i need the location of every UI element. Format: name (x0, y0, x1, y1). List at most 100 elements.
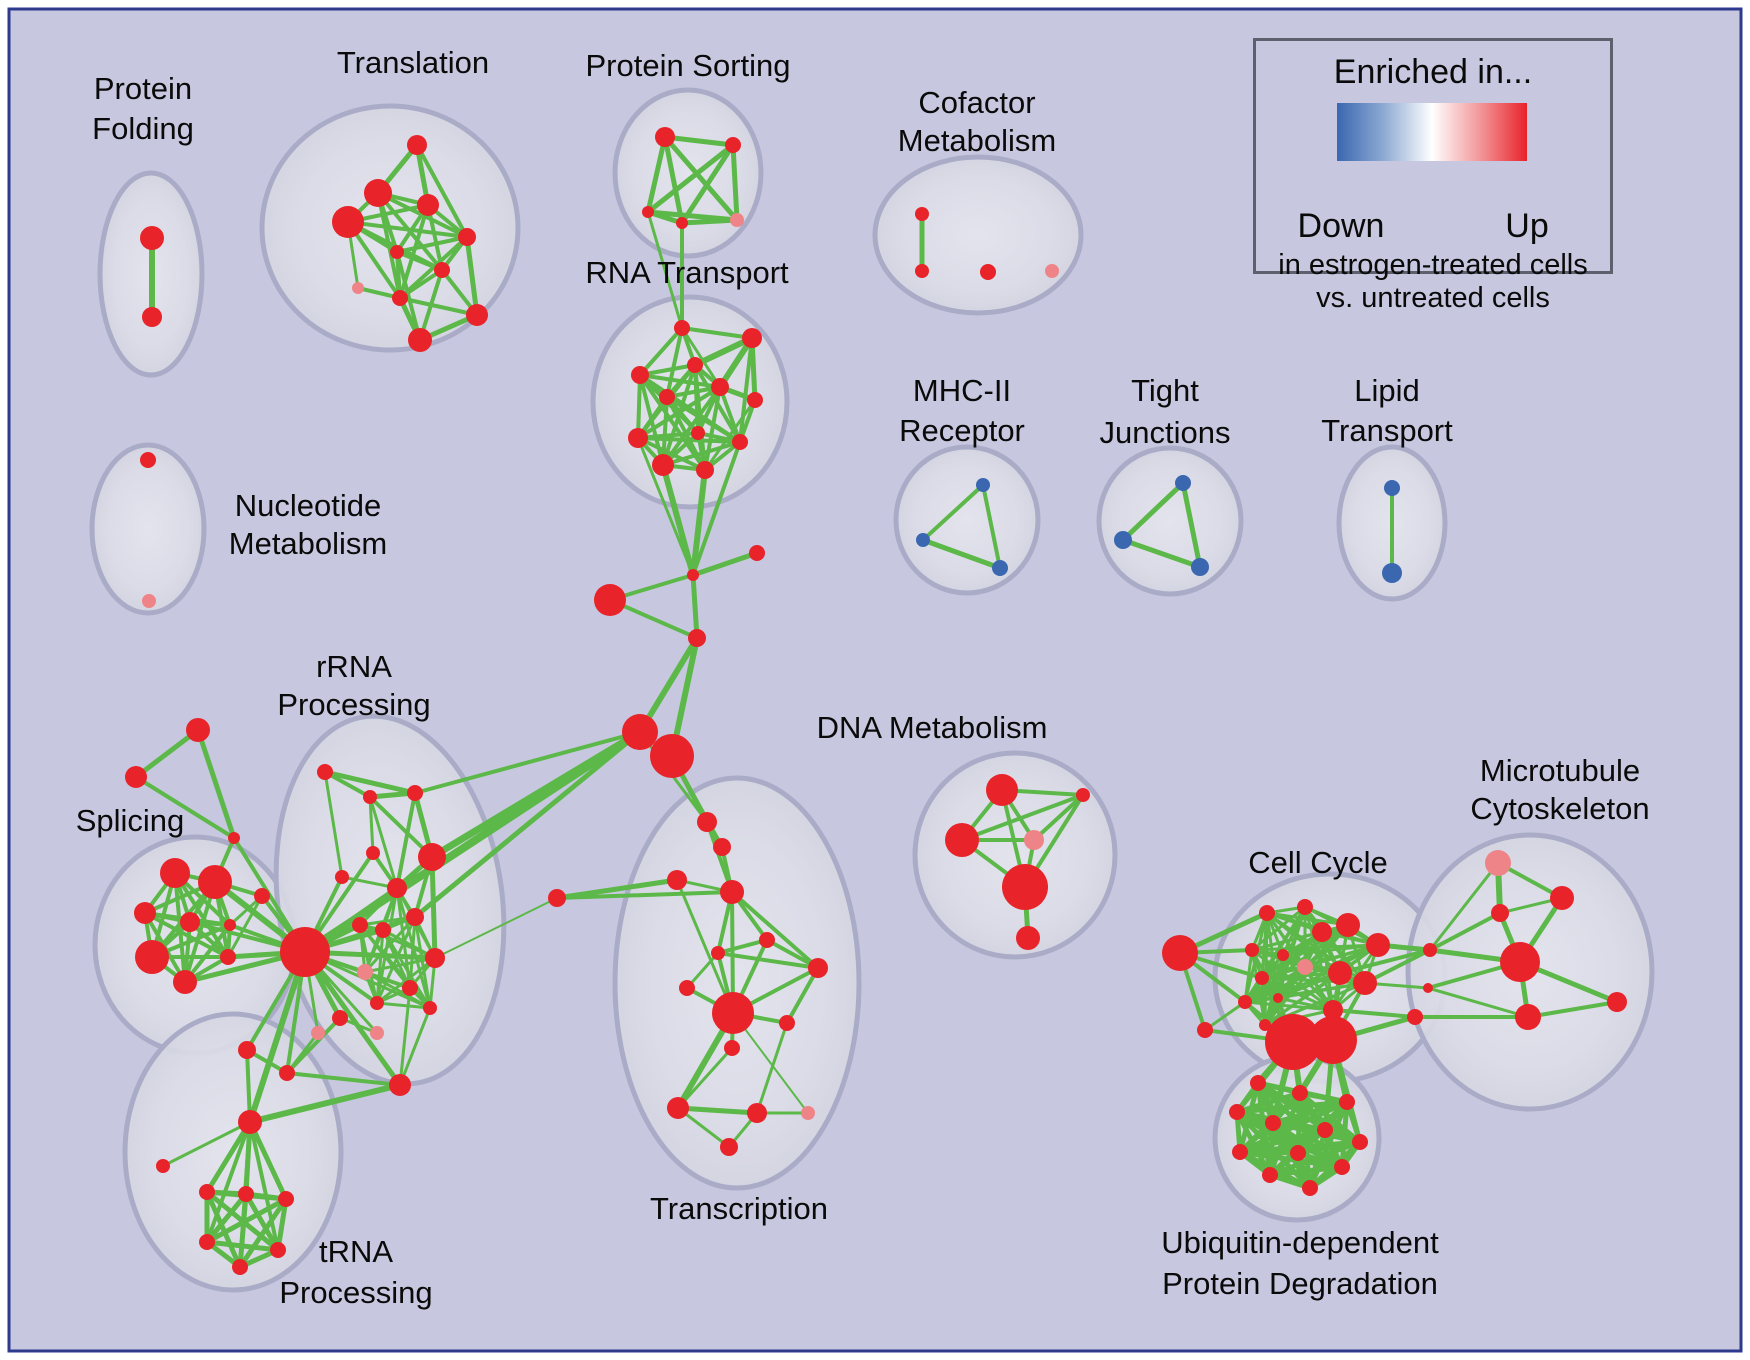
edge-RR1-RR3 (322, 769, 418, 796)
node-CCL (1162, 935, 1198, 971)
node-CC3 (1312, 922, 1332, 942)
node-CC9 (1255, 971, 1269, 985)
node-T6 (390, 245, 404, 259)
edge-RR21-RR20 (285, 1031, 320, 1075)
edge-PS1-PS2 (662, 134, 736, 148)
node-TR2 (713, 838, 731, 856)
node-T4 (417, 194, 439, 216)
node-TR13 (747, 1103, 767, 1123)
node-TR15 (720, 1138, 738, 1156)
edge-R11-C1 (660, 462, 696, 578)
node-TR1 (697, 812, 717, 832)
node-TN5 (270, 1242, 286, 1258)
cluster-label-trna-processing-line2: Processing (279, 1275, 432, 1310)
node-CC8 (1297, 959, 1313, 975)
node-M2 (916, 533, 930, 547)
node-C3 (594, 584, 626, 616)
node-RR21 (311, 1026, 325, 1040)
edge-CCR1-MT1 (1428, 861, 1500, 952)
node-N2 (142, 594, 156, 608)
node-D1 (986, 774, 1018, 806)
edge-S3-S9 (143, 911, 230, 959)
edge-T11-T7 (418, 268, 444, 342)
node-T2 (364, 179, 392, 207)
edge-RR2-RR5 (368, 795, 434, 859)
cluster-label-cell-cycle-line1: Cell Cycle (1248, 845, 1388, 880)
edge-D2-D3 (960, 793, 1085, 842)
edge-H1-RR9 (412, 729, 643, 920)
edge-CC5-CC7 (1281, 943, 1380, 957)
node-U6 (1317, 1122, 1333, 1138)
node-R7 (747, 392, 763, 408)
node-CC14 (1323, 1000, 1343, 1020)
node-U11 (1262, 1167, 1278, 1183)
node-D3 (945, 823, 979, 857)
node-CC13 (1273, 993, 1283, 1003)
node-R9 (691, 426, 705, 440)
node-TR10 (779, 1015, 795, 1031)
nodes (125, 127, 1627, 1275)
cluster-label-mhc-ii-receptor-line1: MHC-II (913, 373, 1011, 408)
node-PS5 (730, 213, 744, 227)
node-T7 (434, 262, 450, 278)
node-C1 (687, 569, 699, 581)
node-S1 (160, 858, 190, 888)
node-TR9 (712, 992, 754, 1034)
cluster-label-tight-junctions-line1: Tight (1131, 373, 1199, 408)
edge-PS2-PS4 (679, 142, 736, 226)
node-M1 (976, 478, 990, 492)
edge-TNH-TN5 (248, 1120, 280, 1252)
node-U3 (1339, 1094, 1355, 1110)
node-TR12 (667, 1097, 689, 1119)
node-CF3 (980, 264, 996, 280)
edge-TR3-TR9 (675, 878, 735, 1015)
node-TR4 (720, 880, 744, 904)
node-S5 (180, 912, 200, 932)
edge-PS4-PS5 (679, 217, 740, 226)
cluster-label-rna-transport-line1: RNA Transport (585, 255, 789, 290)
node-RR20 (279, 1065, 295, 1081)
node-RR22 (389, 1074, 411, 1096)
edge-T11-T6 (395, 250, 422, 342)
cluster-ellipse-cofactor-metabolism (872, 154, 1084, 316)
node-RR11 (375, 922, 391, 938)
node-T11 (408, 328, 432, 352)
node-MT3 (1491, 904, 1509, 922)
node-U10 (1334, 1159, 1350, 1175)
edge-T10-T9 (398, 296, 479, 317)
edge-TR12-TR13 (675, 1105, 760, 1116)
edge-R1-R3 (638, 326, 684, 377)
legend-gradient-bar (1337, 103, 1527, 161)
node-CC7 (1277, 949, 1289, 961)
node-U1 (1250, 1075, 1266, 1091)
edge-RR5-RR12 (429, 854, 438, 961)
edge-CC11-CCR1 (1363, 948, 1432, 985)
node-R5 (711, 378, 729, 396)
edge-R4-R11 (661, 363, 697, 467)
cluster-label-nucleotide-metabolism-line1: Nucleotide (235, 488, 381, 523)
node-CF2 (915, 264, 929, 278)
edge-CC6-CC12 (1243, 948, 1254, 1004)
node-RR12 (425, 948, 445, 968)
edge-TJ1-TJ2 (1120, 480, 1186, 543)
edge-U10-U11 (1267, 1164, 1345, 1178)
edge-S1-S9 (173, 871, 230, 959)
node-CF1 (915, 207, 929, 221)
node-R11 (652, 454, 674, 476)
cluster-label-mhc-ii-receptor-line2: Receptor (899, 413, 1025, 448)
edge-TN3-TN5 (275, 1196, 289, 1253)
node-RR14 (402, 980, 418, 996)
edge-M1-M2 (921, 483, 985, 542)
edge-CCR1-MT3 (1428, 911, 1502, 952)
legend: Enriched in... Down Up in estrogen-treat… (1253, 38, 1613, 314)
node-H2 (650, 734, 694, 778)
node-U5 (1265, 1115, 1281, 1131)
node-C4 (688, 629, 706, 647)
node-PS2 (725, 137, 741, 153)
cluster-ellipse-rna-transport (590, 294, 790, 510)
node-MT6 (1607, 992, 1627, 1012)
edge-R3-R8 (636, 373, 642, 440)
edge-H1-RR3 (413, 730, 642, 795)
edge-R2-R4 (692, 335, 755, 368)
edge-RR4-RR2 (368, 795, 375, 855)
